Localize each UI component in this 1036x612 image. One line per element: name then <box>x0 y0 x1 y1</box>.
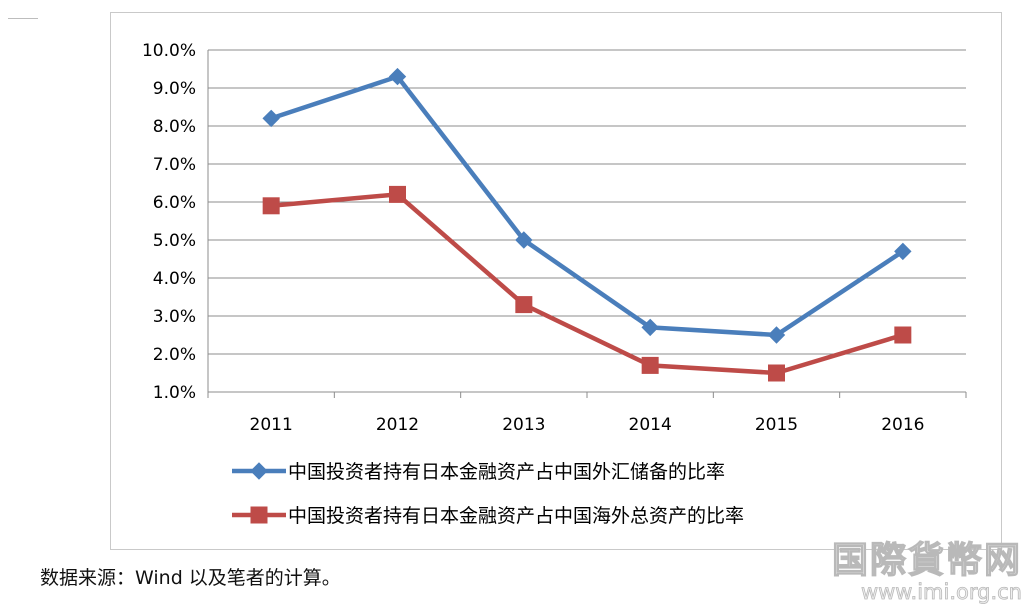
series-1-point <box>388 67 407 86</box>
x-tick-label: 2012 <box>376 415 419 435</box>
x-tick-label: 2014 <box>629 415 672 435</box>
series-line-1 <box>270 74 905 338</box>
source-note: 数据来源：Wind 以及笔者的计算。 <box>40 567 341 589</box>
series-2-point <box>768 364 785 382</box>
y-tick-label: 1.0% <box>153 383 196 403</box>
series-1-point <box>641 318 659 337</box>
series-2-point <box>389 185 406 203</box>
y-tick-label: 5.0% <box>153 231 196 251</box>
y-tick-label: 8.0% <box>153 117 196 137</box>
y-tick-label: 6.0% <box>153 193 196 213</box>
x-tick-label: 2011 <box>250 415 293 435</box>
series-2-point <box>641 356 659 374</box>
legend-label-1: 中国投资者持有日本金融资产占中国外汇储备的比率 <box>288 461 725 483</box>
legend-label-2: 中国投资者持有日本金融资产占中国海外总资产的比率 <box>288 505 744 527</box>
chart-frame <box>110 12 1002 550</box>
series-1-point <box>262 109 280 128</box>
watermark-name: 国際貨幣网 <box>831 539 1022 581</box>
legend-marker-1 <box>250 462 268 480</box>
x-tick-label: 2013 <box>502 415 545 435</box>
series-line-2 <box>270 192 904 376</box>
watermark-url: www.imi.org.cn <box>860 580 1023 605</box>
series-1-point <box>894 242 912 261</box>
series-2-point <box>262 197 280 215</box>
series-2-point <box>894 326 912 344</box>
series-1-point <box>515 231 533 249</box>
y-tick-label: 7.0% <box>153 155 196 175</box>
y-tick-label: 4.0% <box>153 269 196 289</box>
series-2-point <box>515 296 533 314</box>
x-tick-label: 2015 <box>755 415 798 435</box>
series-1-point <box>767 326 786 344</box>
x-tick-label: 2016 <box>881 415 924 435</box>
corner-rule <box>8 18 38 19</box>
legend-marker-2 <box>250 506 268 524</box>
y-tick-label: 9.0% <box>153 79 196 99</box>
y-tick-label: 2.0% <box>153 345 196 365</box>
y-tick-label: 3.0% <box>153 307 196 327</box>
watermark-logo: 国際貨幣网 www.imi.org.cn <box>831 539 1023 605</box>
y-tick-label: 10.0% <box>142 41 196 61</box>
